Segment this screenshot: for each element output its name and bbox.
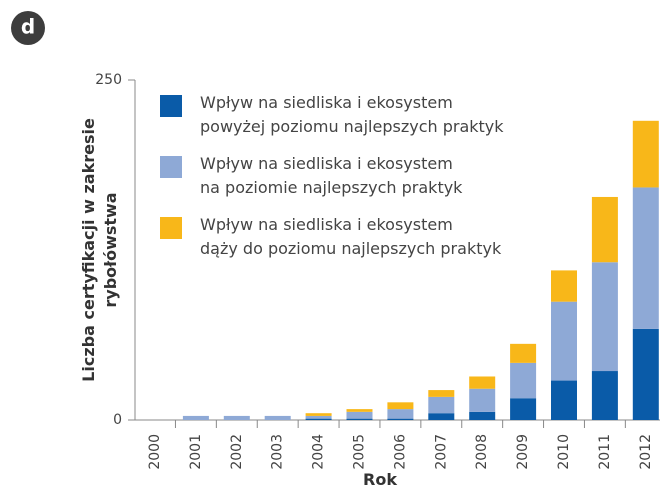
- bar-segment: [387, 409, 414, 419]
- bar-segment: [305, 418, 332, 420]
- legend-swatch: [160, 95, 182, 117]
- y-tick-label: 250: [95, 72, 122, 88]
- panel-badge: [11, 11, 45, 45]
- x-tick-label: 2002: [229, 434, 245, 470]
- bar-segment: [551, 270, 577, 302]
- legend-label: Wpływ na siedliska i ekosystem na poziom…: [200, 154, 463, 197]
- x-tick-label: 2006: [392, 434, 408, 470]
- panel-label: d: [21, 15, 35, 39]
- bar-segment: [182, 415, 209, 420]
- y-tick-label: 0: [113, 412, 122, 428]
- x-tick-label: 2000: [147, 434, 163, 470]
- bar-segment: [632, 120, 659, 188]
- bar-segment: [510, 343, 537, 363]
- x-tick-label: 2011: [597, 434, 613, 470]
- bar-segment: [510, 362, 537, 399]
- legend-label: Wpływ na siedliska i ekosystem powyżej p…: [200, 93, 504, 136]
- bar-segment: [305, 413, 332, 416]
- bar-segment: [632, 328, 659, 420]
- bar-segment: [469, 411, 496, 420]
- bar-segment: [591, 371, 618, 420]
- bar-segment: [346, 409, 373, 412]
- bar-segment: [387, 402, 414, 410]
- bar-segment: [346, 418, 373, 420]
- bar-segment: [551, 301, 577, 381]
- x-tick-label: 2008: [474, 434, 490, 470]
- x-tick-label: 2005: [352, 434, 368, 470]
- bar-segment: [223, 415, 250, 420]
- bar-segment: [428, 390, 455, 397]
- bar-segment: [346, 411, 373, 419]
- bar-segment: [551, 380, 577, 420]
- x-tick-label: 2004: [311, 434, 327, 470]
- bar-segment: [305, 415, 332, 419]
- x-tick-label: 2003: [270, 434, 286, 470]
- x-tick-label: 2001: [188, 434, 204, 470]
- bar-segment: [428, 413, 455, 420]
- bar-segment: [469, 376, 496, 389]
- legend-swatch: [160, 217, 182, 239]
- x-tick-label: 2012: [638, 434, 654, 470]
- x-tick-label: 2007: [433, 434, 449, 470]
- bar-segment: [387, 418, 414, 420]
- bar-segment: [428, 396, 455, 414]
- legend-swatch: [160, 156, 182, 178]
- bar-segment: [591, 196, 618, 263]
- bar-segment: [591, 262, 618, 372]
- x-tick-label: 2009: [515, 434, 531, 470]
- bar-segment: [510, 398, 537, 420]
- x-tick-label: 2010: [556, 434, 572, 470]
- bar-segment: [632, 187, 659, 329]
- bar-segment: [469, 388, 496, 412]
- y-axis-label: Liczba certyfikacji w zakresie rybołówst…: [79, 118, 120, 382]
- x-axis-label: Rok: [363, 470, 397, 489]
- bar-segment: [264, 415, 291, 420]
- legend-label: Wpływ na siedliska i ekosystem dąży do p…: [200, 215, 502, 258]
